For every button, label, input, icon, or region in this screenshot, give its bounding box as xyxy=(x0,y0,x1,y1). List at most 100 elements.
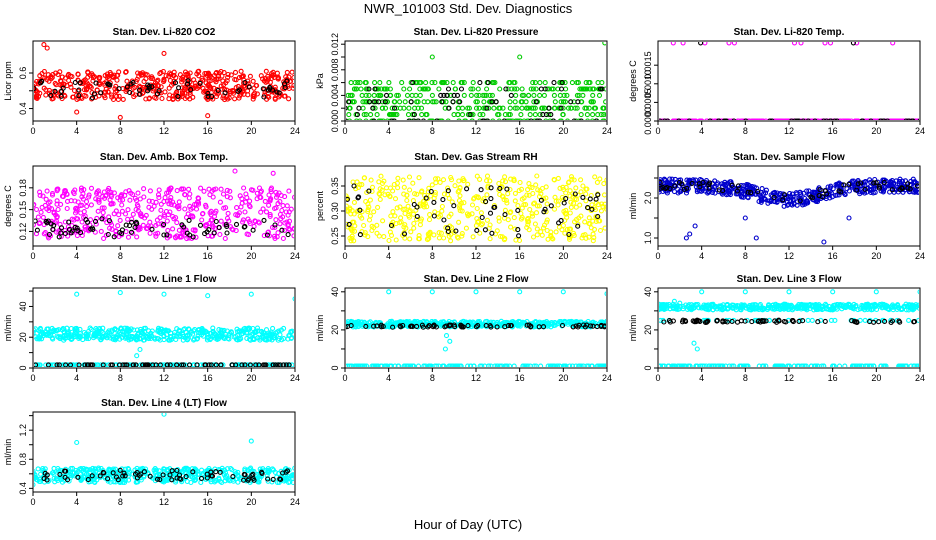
point-all xyxy=(731,42,737,46)
y-axis-label: ml/min xyxy=(628,193,638,220)
point-all xyxy=(273,205,279,211)
point-selected xyxy=(34,86,37,92)
point-all xyxy=(146,96,152,102)
point-all xyxy=(457,208,463,214)
point-all xyxy=(411,225,417,231)
point-all xyxy=(563,190,569,196)
point-all xyxy=(43,87,49,93)
point-all xyxy=(530,190,536,197)
point-all xyxy=(365,208,371,215)
point-all xyxy=(547,118,553,120)
point-all xyxy=(397,204,403,210)
point-all xyxy=(662,177,668,183)
point-all xyxy=(529,213,536,219)
point-selected xyxy=(659,179,663,186)
point-selected xyxy=(782,192,788,198)
point-all xyxy=(756,118,762,120)
point-low xyxy=(486,363,492,367)
x-tick-label: 0 xyxy=(30,251,35,261)
point-selected xyxy=(595,192,601,198)
point-all xyxy=(362,99,368,105)
point-all xyxy=(163,327,169,333)
point-all xyxy=(147,188,153,194)
point-all xyxy=(162,89,168,95)
point-all xyxy=(518,112,524,118)
point-all xyxy=(810,118,816,120)
point-selected xyxy=(684,185,690,191)
point-selected xyxy=(75,228,81,234)
point-selected xyxy=(208,362,214,367)
point-all xyxy=(421,86,427,92)
point-selected xyxy=(780,197,786,203)
point-all xyxy=(120,96,126,102)
point-all xyxy=(274,70,280,76)
point-all xyxy=(412,191,418,197)
x-tick-label: 8 xyxy=(118,126,123,136)
point-selected xyxy=(576,322,582,328)
point-all xyxy=(168,337,174,343)
point-all xyxy=(417,86,423,92)
point-all xyxy=(348,227,354,233)
point-selected xyxy=(370,105,376,111)
point-selected xyxy=(276,90,282,96)
point-all xyxy=(227,195,233,201)
point-selected xyxy=(876,183,882,189)
point-selected xyxy=(130,362,136,367)
point-all xyxy=(544,201,550,207)
point-all xyxy=(106,189,112,195)
x-tick-label: 8 xyxy=(118,373,123,383)
point-selected xyxy=(414,213,420,220)
point-all xyxy=(135,203,141,210)
y-tick-label: 0.25 xyxy=(330,227,340,245)
point-all xyxy=(524,216,530,223)
point-all xyxy=(408,229,414,235)
point-all xyxy=(516,237,523,244)
point-all xyxy=(155,328,161,334)
point-selected xyxy=(185,81,191,87)
point-all xyxy=(289,69,294,75)
point-all xyxy=(487,92,493,98)
point-all xyxy=(279,207,285,214)
x-tick-label: 24 xyxy=(602,251,612,261)
point-all xyxy=(148,330,154,336)
point-all xyxy=(280,214,286,220)
point-all xyxy=(268,75,275,82)
point-all xyxy=(251,335,257,342)
point-all xyxy=(373,99,379,105)
point-all xyxy=(772,118,777,120)
point-all xyxy=(158,84,164,90)
x-tick-label: 0 xyxy=(342,373,347,383)
point-selected xyxy=(767,118,773,120)
point-all xyxy=(387,185,394,191)
point-all xyxy=(475,86,481,92)
point-selected xyxy=(508,322,514,329)
y-axis-label: Licor ppm xyxy=(3,61,13,101)
point-selected xyxy=(398,324,404,330)
point-all xyxy=(431,232,437,238)
point-all xyxy=(458,200,464,206)
point-all xyxy=(603,206,606,212)
point-all xyxy=(258,209,264,215)
point-all xyxy=(277,221,283,227)
point-all xyxy=(414,191,420,197)
point-selected xyxy=(186,362,193,367)
point-selected xyxy=(488,185,494,191)
point-all xyxy=(275,201,281,207)
point-selected xyxy=(502,212,508,218)
point-all xyxy=(502,179,509,185)
point-selected xyxy=(164,362,170,367)
point-selected xyxy=(91,91,97,97)
point-all xyxy=(562,230,568,236)
point-all xyxy=(109,92,115,98)
point-selected xyxy=(136,87,143,93)
point-selected xyxy=(164,232,170,238)
point-all xyxy=(144,226,150,232)
point-all xyxy=(570,191,576,197)
point-selected xyxy=(573,323,579,329)
point-all xyxy=(51,210,57,216)
point-all xyxy=(531,200,538,206)
point-all xyxy=(40,193,46,199)
y-tick-label: 0.15 xyxy=(18,201,28,219)
point-all xyxy=(108,71,114,77)
point-all xyxy=(170,93,176,99)
